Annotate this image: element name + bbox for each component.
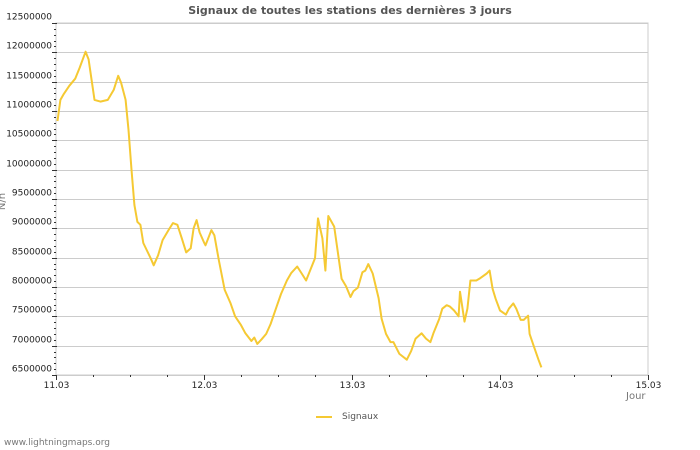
x-tick-label: 11.03 [44,381,70,391]
chart-title: Signaux de toutes les stations des derni… [188,4,512,17]
legend-swatch [316,416,332,418]
series-line-signaux [56,50,543,368]
x-tick-label: 14.03 [488,381,514,391]
y-tick-label: 11000000 [6,101,52,111]
x-axis-label: Jour [626,391,646,402]
y-tick-label: 6500000 [12,365,52,375]
y-tick-label: 10000000 [6,160,52,170]
y-tick-label: 12500000 [6,13,52,23]
y-tick-label: 9000000 [12,218,52,228]
y-tick-label: 7000000 [12,336,52,346]
legend-label: Signaux [342,412,379,422]
legend: Signaux [316,412,378,422]
y-tick-label: 10500000 [6,130,52,140]
x-tick-label: 12.03 [192,381,218,391]
y-axis-label: N/h [0,192,9,211]
y-tick-label: 8500000 [12,248,52,258]
site-credit: www.lightningmaps.org [4,438,110,448]
x-tick-label: 13.03 [340,381,366,391]
y-tick-label: 8000000 [12,277,52,287]
y-tick-label: 11500000 [6,72,52,82]
x-tick-label: 15.03 [636,381,662,391]
y-tick-label: 7500000 [12,306,52,316]
y-tick-label: 12000000 [6,42,52,52]
y-tick-label: 9500000 [12,189,52,199]
